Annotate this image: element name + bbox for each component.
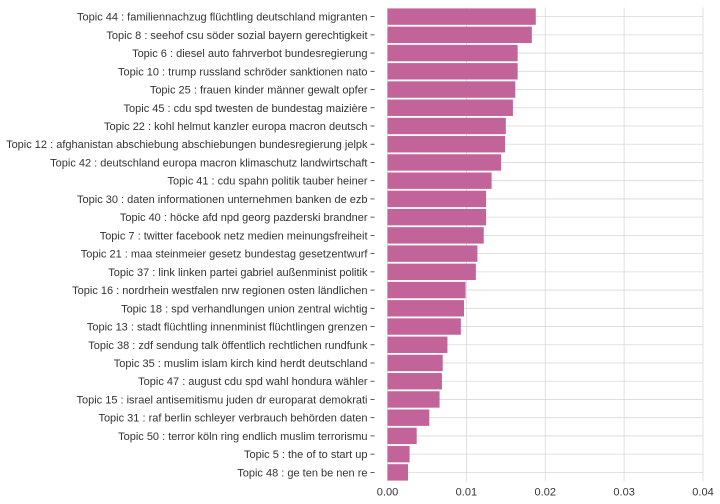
x-tick-label: 0.04 xyxy=(692,487,713,499)
bar xyxy=(387,190,487,208)
x-axis-tick-labels: 0.00 0.01 0.02 0.03 0.04 xyxy=(377,487,714,499)
category-label: Topic 10 : trump russland schröder sankt… xyxy=(118,66,367,78)
category-label: Topic 50 : terror köln ring endlich musl… xyxy=(118,431,367,443)
bar xyxy=(387,318,461,335)
category-label: Topic 5 : the of to start up xyxy=(244,449,368,461)
category-label: Topic 16 : nordrhein westfalen nrw regio… xyxy=(72,285,367,297)
bar xyxy=(387,263,476,281)
category-label: Topic 18 : spd verhandlungen union zentr… xyxy=(121,303,367,315)
bar xyxy=(387,391,440,408)
bar xyxy=(387,81,516,98)
bar xyxy=(387,117,506,135)
category-label: Topic 42 : deutschland europa macron kli… xyxy=(50,157,367,169)
bar xyxy=(387,8,536,25)
bar xyxy=(387,227,484,244)
bar xyxy=(387,354,443,372)
bar xyxy=(387,136,506,153)
bar xyxy=(387,208,487,226)
bar-layer xyxy=(387,8,536,481)
bar xyxy=(387,154,502,171)
category-label: Topic 25 : frauen kinder männer gewalt o… xyxy=(150,85,368,97)
x-tick-label: 0.00 xyxy=(377,487,398,499)
category-label: Topic 6 : diesel auto fahrverbot bundesr… xyxy=(132,48,367,60)
bar xyxy=(387,300,465,317)
category-label: Topic 8 : seehof csu söder sozial bayern… xyxy=(106,30,367,42)
category-label: Topic 22 : kohl helmut kanzler europa ma… xyxy=(104,121,368,133)
category-label: Topic 48 : ge ten be nen re xyxy=(237,467,367,479)
category-label: Topic 40 : höcke afd npd georg pazderski… xyxy=(120,212,368,224)
category-label: Topic 30 : daten informationen unternehm… xyxy=(77,194,367,206)
bar xyxy=(387,245,478,262)
bar xyxy=(387,373,442,390)
bar xyxy=(387,63,518,80)
bar xyxy=(387,26,532,44)
category-labels: Topic 44 : familiennachzug flüchtling de… xyxy=(6,12,375,479)
bar xyxy=(387,464,409,481)
bar xyxy=(387,409,430,426)
bar xyxy=(387,44,518,62)
bar xyxy=(387,172,492,189)
bar xyxy=(387,427,417,445)
x-tick-label: 0.02 xyxy=(535,487,556,499)
x-tick-label: 0.03 xyxy=(613,487,634,499)
category-label: Topic 31 : raf berlin schleyer verbrauch… xyxy=(98,413,367,425)
category-label: Topic 13 : stadt flüchtling innenminist … xyxy=(87,322,368,334)
bar xyxy=(387,281,466,299)
category-label: Topic 41 : cdu spahn politik tauber hein… xyxy=(168,176,368,188)
bar xyxy=(387,445,410,463)
category-label: Topic 15 : israel antisemitismu juden dr… xyxy=(76,394,367,406)
bar xyxy=(387,336,448,353)
category-label: Topic 45 : cdu spd twesten de bundestag … xyxy=(124,103,368,115)
category-label: Topic 12 : afghanistan abschiebung absch… xyxy=(6,139,368,151)
category-label: Topic 21 : maa steinmeier gesetz bundest… xyxy=(81,249,369,261)
category-label: Topic 44 : familiennachzug flüchtling de… xyxy=(77,12,367,24)
category-label: Topic 35 : muslim islam kirch kind herdt… xyxy=(114,358,368,370)
category-label: Topic 47 : august cdu spd wahl hondura w… xyxy=(138,376,368,388)
x-tick-label: 0.01 xyxy=(456,487,477,499)
category-label: Topic 7 : twitter facebook netz medien m… xyxy=(100,230,368,242)
bar xyxy=(387,99,513,116)
category-label: Topic 38 : zdf sendung talk öffentlich r… xyxy=(88,340,368,352)
category-label: Topic 37 : link linken partei gabriel au… xyxy=(108,267,368,279)
